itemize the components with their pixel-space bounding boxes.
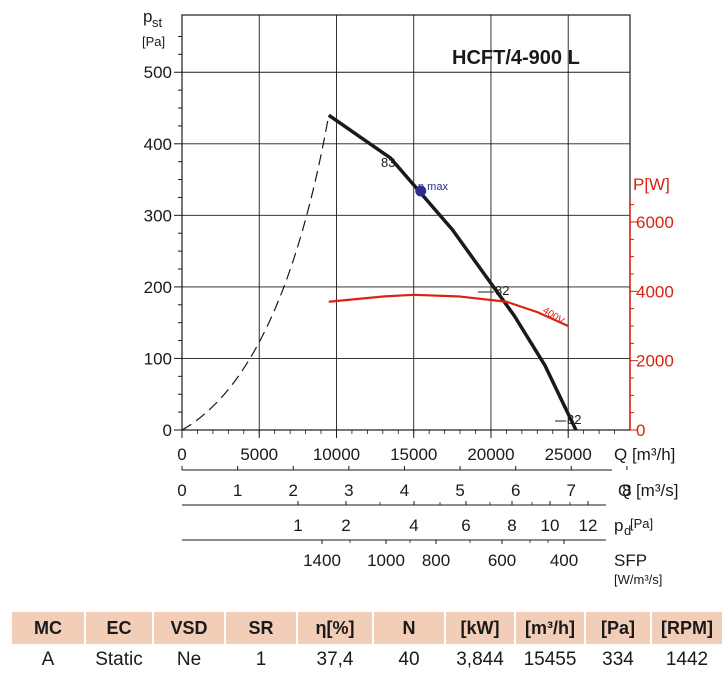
- y-tick-label: 500: [144, 63, 172, 82]
- pd-axis-unit: [Pa]: [630, 516, 653, 531]
- sfp-tick-label: 400: [550, 551, 578, 570]
- grid: [174, 14, 638, 431]
- spec-header-row: MC EC VSD SR η[%] N [kW] [m³/h] [Pa] [RPM]: [12, 612, 722, 644]
- right-tick-label: 4000: [636, 282, 674, 301]
- lower-axes: 0 5000 10000 15000 20000 25000 Q [m³/h]0 1 2 3 4 5 6…: [177, 430, 678, 587]
- spec-value-cell: 3,844: [456, 649, 504, 670]
- pd-tick-label: 10: [541, 516, 560, 535]
- q-h-tick-label: 25000: [545, 445, 592, 464]
- power-curve: [328, 293, 569, 328]
- sfp-tick-label: 800: [422, 551, 450, 570]
- q-h-axis-label: Q [m³/h]: [614, 445, 675, 464]
- q-h-tick-label: 10000: [313, 445, 360, 464]
- spec-header-cell: [m³/h]: [516, 612, 584, 644]
- spec-header-cell: [RPM]: [652, 612, 722, 644]
- spec-header-cell: EC: [86, 612, 152, 644]
- y-axis-label: p: [143, 7, 152, 26]
- spec-value-cell: A: [41, 649, 55, 670]
- right-tick-label: 6000: [636, 213, 674, 232]
- spec-table: MC EC VSD SR η[%] N [kW] [m³/h] [Pa] [RPM] A Stati…: [10, 612, 724, 676]
- spec-header-cell: [kW]: [446, 612, 514, 644]
- pd-axis-label: p: [614, 516, 623, 535]
- curves: [181, 113, 578, 431]
- y-tick-label: 200: [144, 278, 172, 297]
- q-h-tick-label: 20000: [467, 445, 514, 464]
- sfp-tick-label: 1000: [367, 551, 405, 570]
- system-curve: [181, 115, 330, 431]
- pressure-curve: [327, 113, 578, 431]
- spec-value-cell: Static: [95, 649, 143, 670]
- q-s-tick-label: 3: [344, 481, 353, 500]
- spec-value-cell: 40: [398, 649, 420, 670]
- y-tick-label: 0: [163, 421, 172, 440]
- spec-header-cell: η[%]: [298, 612, 372, 644]
- spec-value-cell: 1442: [665, 649, 709, 670]
- pd-tick-label: 8: [507, 516, 516, 535]
- pd-tick-label: 2: [341, 516, 350, 535]
- q-s-tick-label: 4: [400, 481, 409, 500]
- y-axis-label-sub: st: [152, 15, 163, 30]
- q-h-tick-label: 5000: [240, 445, 278, 464]
- y-tick-label: 400: [144, 135, 172, 154]
- chart-title: HCFT/4-900 L: [452, 47, 580, 69]
- q-h-tick-label: 15000: [390, 445, 437, 464]
- efficiency-label-82a: 82: [495, 283, 509, 298]
- right-tick-label: 2000: [636, 352, 674, 371]
- y-tick-label: 100: [144, 349, 172, 368]
- spec-value-cell: 1: [255, 649, 267, 670]
- pd-tick-label: 12: [579, 516, 598, 535]
- pd-tick-label: 1: [293, 516, 302, 535]
- spec-value-cell: 15455: [523, 649, 577, 670]
- eta-max-point: [415, 185, 427, 197]
- q-s-tick-label: 2: [288, 481, 297, 500]
- pd-tick-label: 6: [461, 516, 470, 535]
- right-axis-label: P[W]: [633, 175, 670, 194]
- efficiency-label-83: 83: [381, 155, 395, 170]
- sfp-axis-label: SFP: [614, 551, 647, 570]
- spec-header-cell: MC: [12, 612, 84, 644]
- y-axis-unit: [Pa]: [142, 34, 165, 49]
- q-s-tick-label: 8: [622, 481, 631, 500]
- sfp-tick-label: 1400: [303, 551, 341, 570]
- efficiency-label-82b: 82: [567, 412, 581, 427]
- q-s-tick-label: 5: [455, 481, 464, 500]
- right-tick-label: 0: [636, 421, 645, 440]
- spec-header-cell: [Pa]: [586, 612, 650, 644]
- plot-frame: [181, 14, 631, 431]
- axis-labels: 0 100 200 300 400 500 p st [Pa] 0 2000 4000 6000 P[W]…: [142, 7, 674, 440]
- sfp-tick-label: 600: [488, 551, 516, 570]
- spec-value-cell: Ne: [176, 649, 202, 670]
- pd-tick-label: 4: [409, 516, 418, 535]
- q-h-tick-label: 0: [177, 445, 186, 464]
- spec-value-cell: 334: [602, 649, 634, 670]
- eta-max-label: η max: [418, 181, 448, 193]
- q-s-tick-label: 1: [233, 481, 242, 500]
- y-tick-label: 300: [144, 206, 172, 225]
- spec-value-cell: 37,4: [316, 649, 354, 670]
- spec-header-cell: SR: [226, 612, 296, 644]
- q-s-axis-label: Q [m³/s]: [618, 481, 678, 500]
- q-s-tick-label: 6: [511, 481, 520, 500]
- sfp-axis-unit: [W/m³/s]: [614, 572, 662, 587]
- spec-value-row: A Static Ne 1 37,4 40 3,844 15455 334 1442: [12, 644, 722, 676]
- spec-header-cell: VSD: [154, 612, 224, 644]
- spec-header-cell: N: [374, 612, 444, 644]
- q-s-tick-label: 0: [177, 481, 186, 500]
- q-s-tick-label: 7: [567, 481, 576, 500]
- pd-axis-label-sub: d: [624, 523, 631, 538]
